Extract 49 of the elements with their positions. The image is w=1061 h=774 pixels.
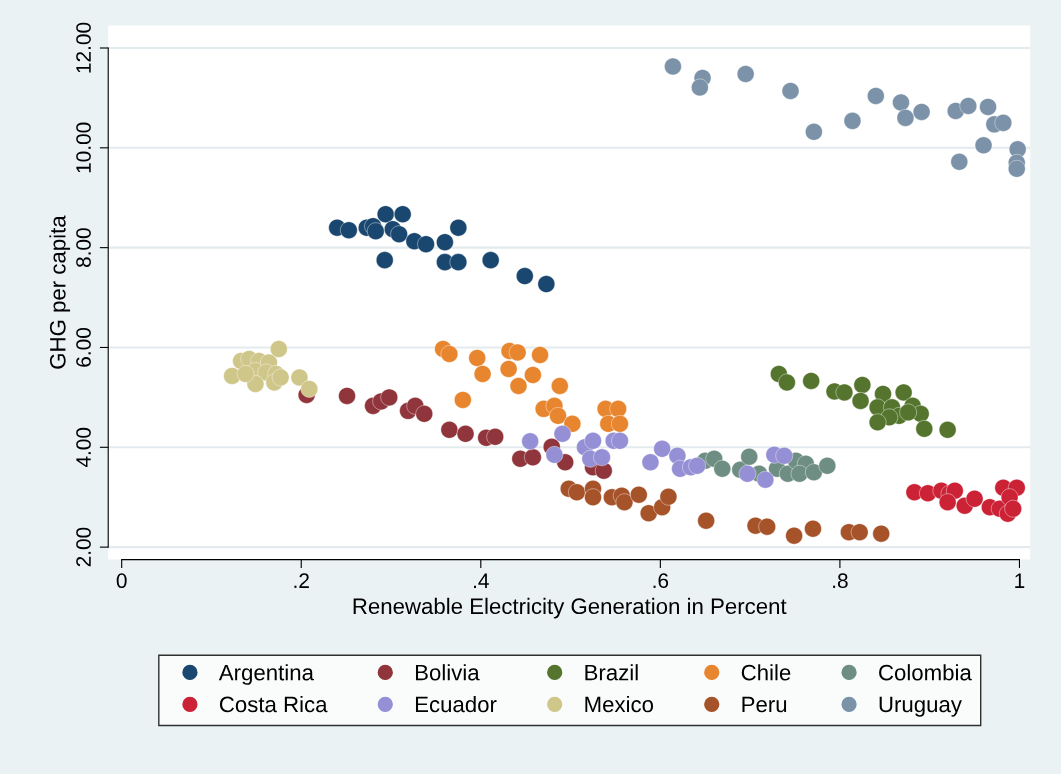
point [509,377,528,395]
point [868,413,887,432]
point [380,388,398,407]
x-tick-label: .4 [474,573,489,588]
point [912,103,931,121]
y-tick-label: 6.00 [76,328,91,367]
point [440,421,459,439]
legend-label: Argentina [218,664,314,685]
point [270,340,288,358]
point [850,523,869,541]
point [851,392,870,410]
point [688,457,706,475]
y-tick-label: 12.00 [76,22,91,73]
point [473,365,492,383]
legend-label: Costa Rica [219,695,328,713]
y-tick-label: 8.00 [76,228,91,268]
y-axis-title: GHG per capita [49,215,71,369]
x-axis-title: Renewable Electricity Generation in Percent [353,597,787,619]
y-tick-label: 10.00 [76,122,91,173]
point [938,421,957,439]
point [778,373,796,392]
legend-label: Ecuador [415,695,497,713]
legend-label: Peru [742,696,787,713]
point [440,345,459,363]
point [516,267,534,285]
x-tick-label: .8 [833,573,848,589]
point [915,420,934,438]
legend-label: Colombia [879,664,972,681]
legend-label: Chile [741,664,791,681]
y-tick-label: 4.00 [76,427,91,468]
point [524,366,542,384]
x-tick-label: .6 [653,573,669,589]
point [611,415,629,433]
point [508,343,527,362]
legend-label: Mexico [585,695,654,713]
point [713,460,732,478]
legend-label: Bolivia [415,664,480,681]
y-tick-label: 2.00 [76,527,91,567]
x-tick-label: .2 [294,573,309,588]
legend-label: Uruguay [879,696,962,717]
x-tick-label: 1 [1015,573,1025,588]
point [417,235,435,253]
point [593,448,611,466]
x-tick-label: 0 [116,573,127,589]
point [415,405,433,423]
point [393,205,412,223]
legend-label: Brazil [585,664,638,681]
point [785,526,803,545]
point [872,524,890,543]
